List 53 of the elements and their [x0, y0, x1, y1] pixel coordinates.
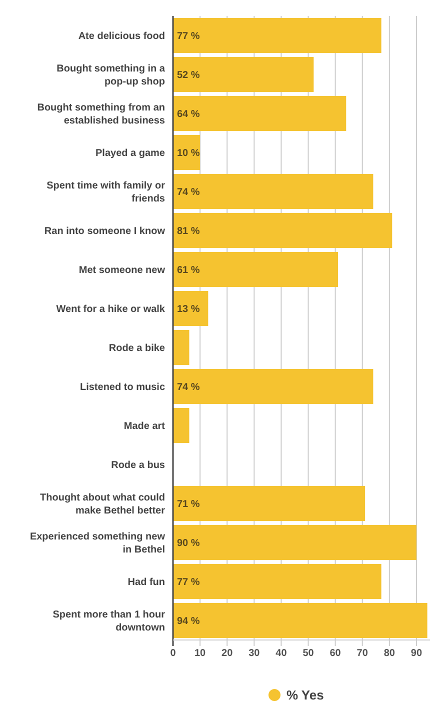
y-tick-label: Met someone new [78, 265, 166, 276]
data-label: 94 % [177, 616, 200, 627]
bar [173, 18, 382, 54]
bar [173, 174, 374, 210]
y-tick-label: Played a game [96, 148, 166, 159]
y-tick-label: Rode a bus [111, 460, 166, 471]
x-tick-label: 50 [302, 648, 314, 659]
data-label: 90 % [177, 538, 200, 549]
x-tick-label: 10 [194, 648, 206, 659]
x-tick-label: 40 [276, 648, 288, 659]
data-label: 71 % [177, 499, 200, 510]
bar [173, 564, 382, 600]
data-label: 52 % [177, 70, 200, 81]
legend-label: % Yes [286, 688, 324, 703]
x-tick-label: 70 [356, 648, 368, 659]
y-tick-label: Thought about what could make Bethel better [40, 492, 166, 516]
bar [173, 408, 190, 444]
y-tick-label: Had fun [128, 577, 165, 588]
data-label: 77 % [177, 31, 200, 42]
y-tick-label: Ate delicious food [78, 31, 165, 42]
x-tick-label: 30 [248, 648, 260, 659]
data-label: 10 % [177, 148, 200, 159]
y-tick-label: Bought something in a pop-up shop [56, 64, 166, 88]
bar [173, 212, 392, 248]
data-label: 61 % [177, 265, 200, 276]
x-tick-label: 80 [384, 648, 396, 659]
y-tick-label: Experienced something new in Bethel [30, 532, 166, 556]
data-label: 64 % [177, 109, 200, 120]
x-tick-label: 60 [330, 648, 342, 659]
y-tick-label: Ran into someone I know [44, 226, 166, 237]
y-tick-label: Spent more than 1 hour downtown [52, 610, 166, 634]
y-tick-label: Went for a hike or walk [56, 304, 166, 315]
bar [173, 368, 374, 404]
data-label: 81 % [177, 226, 200, 237]
bar [173, 602, 428, 638]
data-label: 74 % [177, 187, 200, 198]
bar [173, 330, 190, 366]
y-tick-label: Made art [124, 421, 166, 432]
bar [173, 486, 366, 522]
data-label: 13 % [177, 304, 200, 315]
y-tick-label: Listened to music [80, 382, 166, 393]
y-tick-label: Spent time with family or friends [46, 180, 166, 204]
bar [173, 524, 416, 560]
x-tick-label: 20 [222, 648, 234, 659]
x-tick-label: 0 [170, 648, 176, 659]
y-tick-label: Rode a bike [108, 343, 166, 354]
bar [173, 252, 338, 288]
bar [173, 96, 346, 132]
data-label: 77 % [177, 577, 200, 588]
y-tick-label: Bought something from an established business [37, 102, 166, 126]
data-label: 74 % [177, 382, 200, 393]
x-tick-label: 90 [410, 648, 422, 659]
bar [173, 56, 314, 92]
